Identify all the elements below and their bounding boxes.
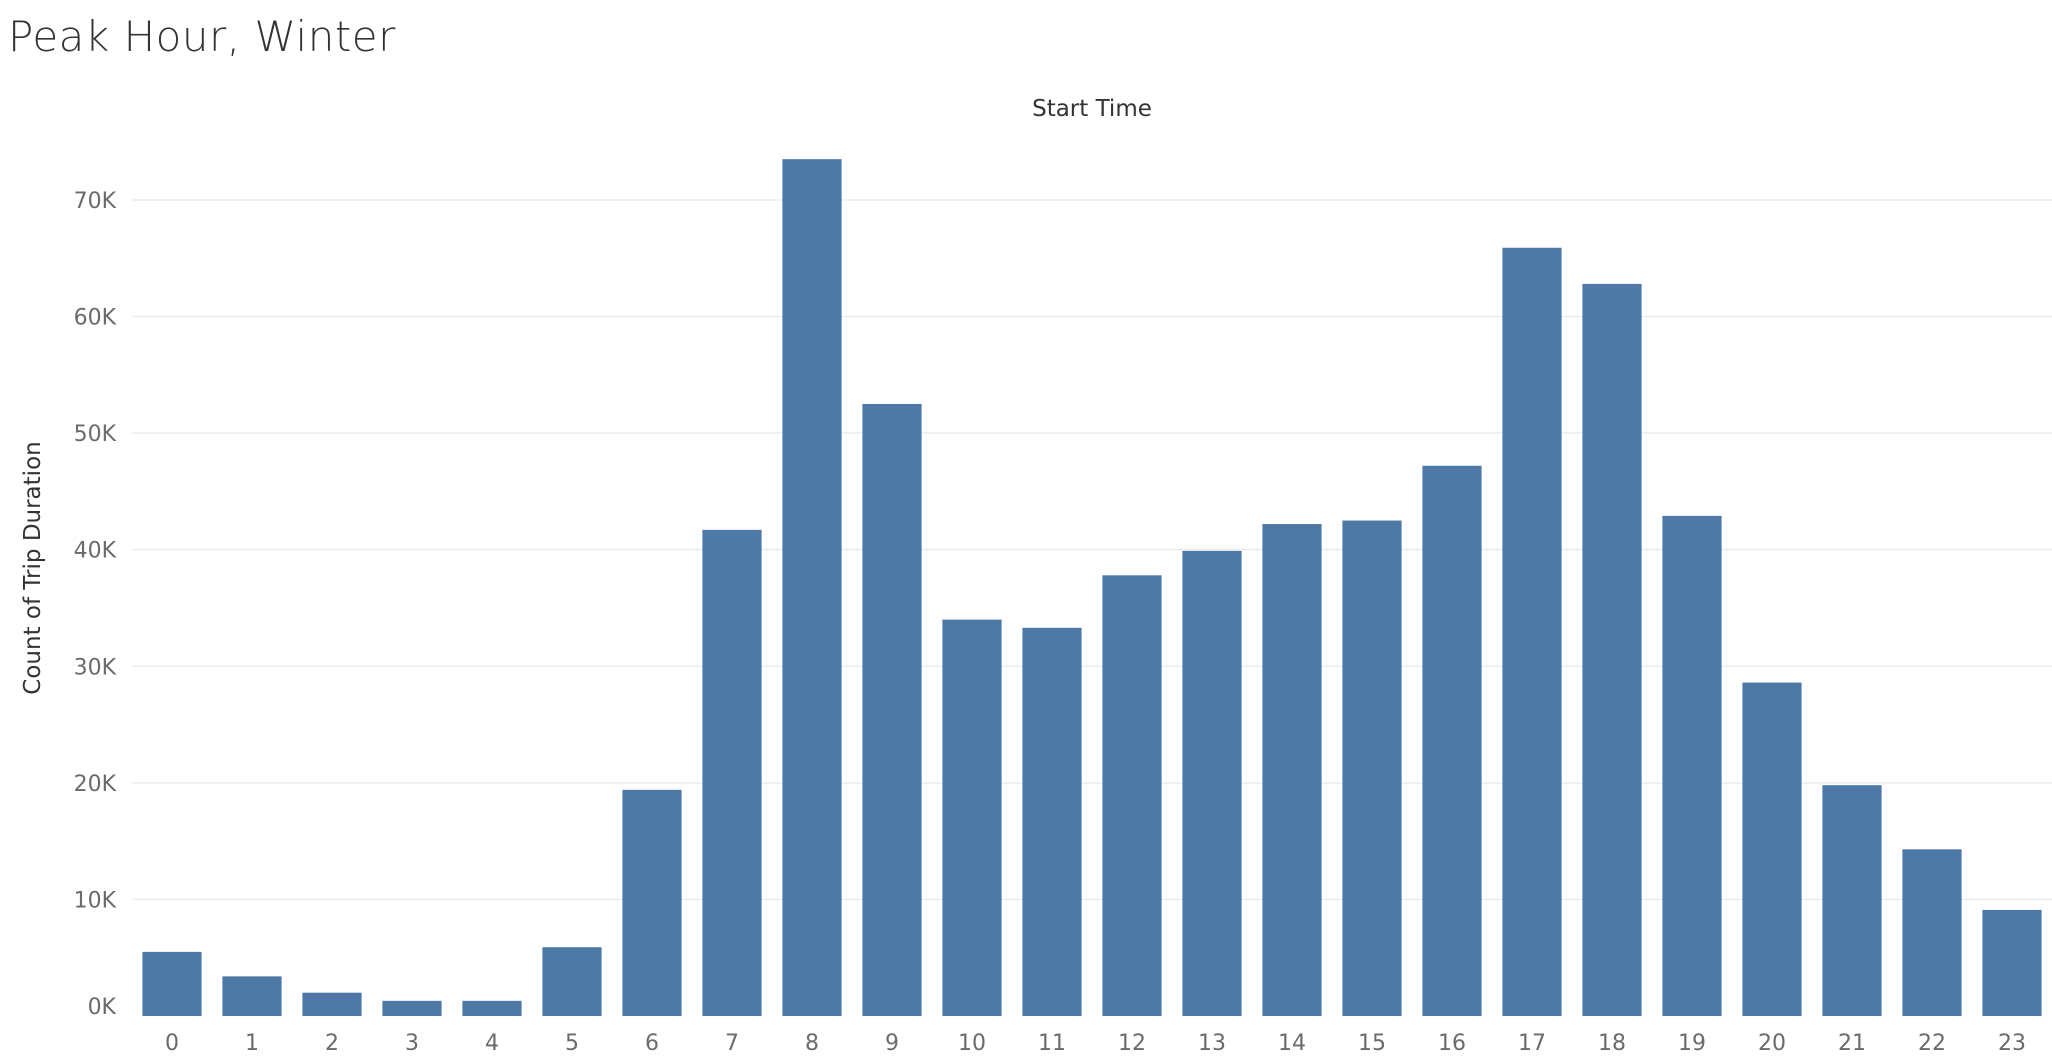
bar-hour-20[interactable]	[1742, 682, 1802, 1016]
x-tick-label: 17	[1518, 1031, 1546, 1056]
bar-hour-19[interactable]	[1662, 515, 1722, 1016]
x-tick-label: 7	[725, 1031, 739, 1056]
x-tick-label: 5	[565, 1031, 579, 1056]
bar-hour-18[interactable]	[1582, 283, 1642, 1016]
x-tick-label: 10	[958, 1031, 986, 1056]
bar-hour-9[interactable]	[862, 403, 922, 1016]
y-tick-label: 0K	[88, 995, 117, 1020]
x-tick-label: 8	[805, 1031, 819, 1056]
x-tick-label: 9	[885, 1031, 899, 1056]
bar-hour-0[interactable]	[142, 951, 202, 1016]
x-tick-labels: 0 1 2 3 4 5 6 7 8 9 10 11 12 13 14 15 16 17 18 19 20 21 22 23	[165, 1031, 2026, 1056]
y-tick-label: 20K	[74, 772, 117, 797]
bar-hour-7[interactable]	[702, 529, 762, 1016]
bar-hour-17[interactable]	[1502, 247, 1562, 1016]
bar-hour-3[interactable]	[382, 1000, 442, 1016]
y-tick-label: 10K	[74, 888, 117, 913]
page-title: Peak Hour, Winter	[8, 12, 396, 61]
x-tick-label: 15	[1358, 1031, 1386, 1056]
bar-hour-2[interactable]	[302, 992, 362, 1016]
x-axis-title: Start Time	[1032, 96, 1152, 122]
x-tick-label: 20	[1758, 1031, 1786, 1056]
bar-hour-5[interactable]	[542, 947, 602, 1016]
bar-hour-21[interactable]	[1822, 785, 1882, 1016]
y-tick-label: 70K	[74, 189, 117, 214]
y-axis-title: Count of Trip Duration	[20, 441, 46, 694]
bar-hour-14[interactable]	[1262, 524, 1322, 1016]
bars	[142, 159, 2042, 1017]
x-tick-label: 14	[1278, 1031, 1306, 1056]
y-tick-label: 60K	[74, 306, 117, 331]
x-tick-label: 4	[485, 1031, 499, 1056]
bar-hour-1[interactable]	[222, 976, 282, 1016]
bar-hour-12[interactable]	[1102, 575, 1162, 1016]
x-tick-label: 13	[1198, 1031, 1226, 1056]
x-tick-label: 16	[1438, 1031, 1466, 1056]
y-tick-label: 40K	[74, 539, 117, 564]
x-tick-label: 22	[1918, 1031, 1946, 1056]
bar-hour-13[interactable]	[1182, 550, 1242, 1016]
x-tick-label: 18	[1598, 1031, 1626, 1056]
x-tick-label: 21	[1838, 1031, 1866, 1056]
bar-hour-6[interactable]	[622, 789, 682, 1016]
x-tick-label: 19	[1678, 1031, 1706, 1056]
x-tick-label: 6	[645, 1031, 659, 1056]
x-tick-label: 11	[1038, 1031, 1066, 1056]
bar-hour-10[interactable]	[942, 619, 1002, 1016]
gridlines	[132, 199, 2052, 901]
y-tick-label: 30K	[74, 655, 117, 680]
y-tick-labels: 0K 10K 20K 30K 40K 50K 60K 70K	[74, 189, 117, 1020]
bar-hour-11[interactable]	[1022, 627, 1082, 1016]
y-tick-label: 50K	[74, 422, 117, 447]
x-tick-label: 2	[325, 1031, 339, 1056]
bar-hour-8[interactable]	[782, 159, 842, 1017]
bar-hour-23[interactable]	[1982, 909, 2042, 1016]
bar-hour-22[interactable]	[1902, 849, 1962, 1016]
x-tick-label: 0	[165, 1031, 179, 1056]
x-tick-label: 23	[1998, 1031, 2026, 1056]
x-tick-label: 1	[245, 1031, 259, 1056]
bar-hour-16[interactable]	[1422, 465, 1482, 1016]
x-tick-label: 3	[405, 1031, 419, 1056]
x-tick-label: 12	[1118, 1031, 1146, 1056]
bar-hour-4[interactable]	[462, 1000, 522, 1016]
bar-hour-15[interactable]	[1342, 520, 1402, 1016]
